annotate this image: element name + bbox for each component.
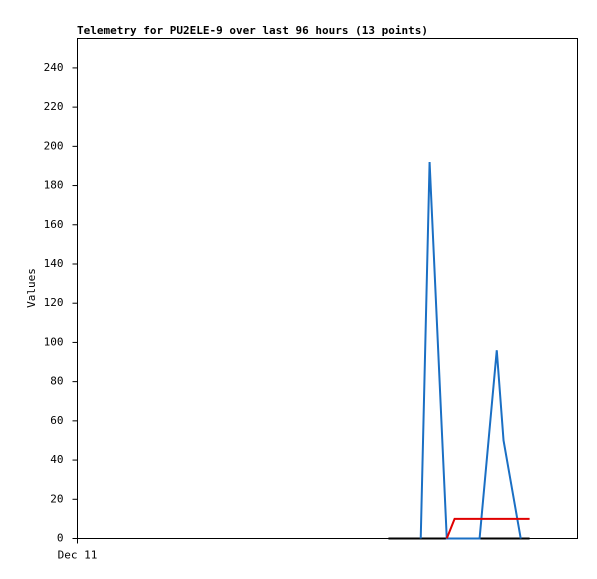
y-tick-label: 60	[50, 414, 63, 427]
y-tick-label: 80	[50, 375, 63, 388]
y-tick-label: 220	[44, 100, 64, 113]
y-tick-label: 100	[44, 335, 64, 348]
plot-frame	[77, 38, 578, 539]
y-tick-label: 160	[44, 218, 64, 231]
y-axis-label: Values	[25, 268, 38, 308]
series-line	[445, 517, 530, 539]
y-tick-label: 40	[50, 453, 63, 466]
chart-title: Telemetry for PU2ELE-9 over last 96 hour…	[77, 24, 428, 37]
y-tick-label: 140	[44, 257, 64, 270]
y-tick-label: 200	[44, 139, 64, 152]
y-tick-label: 240	[44, 61, 64, 74]
series-line	[419, 161, 522, 540]
y-tick-label: 120	[44, 296, 64, 309]
x-tick-label: Dec 11	[58, 549, 98, 562]
y-tick-label: 180	[44, 179, 64, 192]
y-tick-label: 20	[50, 492, 63, 505]
y-tick-label: 0	[57, 532, 64, 545]
